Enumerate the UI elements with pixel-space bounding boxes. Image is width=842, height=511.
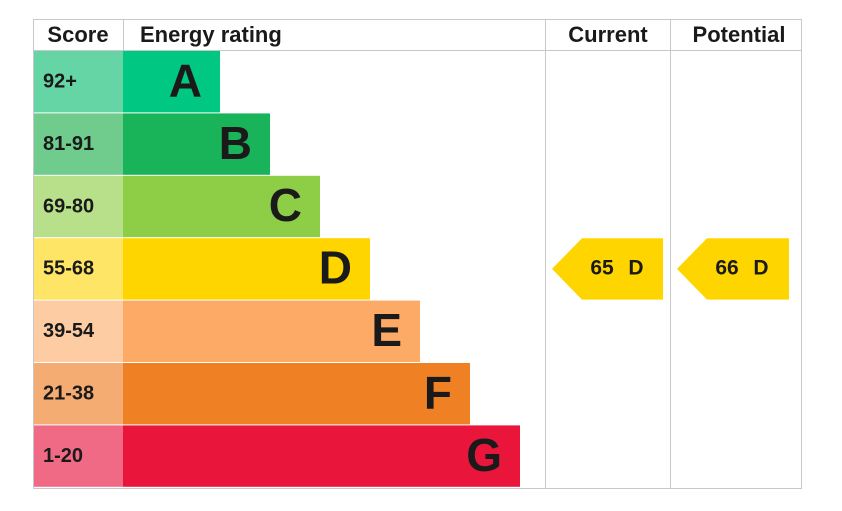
band-letter: A	[169, 54, 202, 106]
band-letter: G	[466, 429, 502, 481]
frame	[33, 19, 802, 489]
band-range: 81-91	[43, 133, 94, 155]
band-bar	[123, 238, 370, 300]
header-score: Score	[47, 22, 108, 47]
grid	[33, 19, 802, 489]
band-letter: E	[371, 304, 402, 356]
band-letter: C	[269, 179, 302, 231]
current-band: D	[628, 256, 643, 279]
score-cell	[33, 425, 123, 487]
header-current: Current	[568, 22, 648, 47]
score-cell	[33, 300, 123, 362]
current-score: 65	[590, 256, 614, 279]
header-potential: Potential	[693, 22, 786, 47]
band-range: 92+	[43, 70, 77, 92]
score-cell	[33, 113, 123, 175]
current-arrow	[552, 238, 663, 300]
band-letter: D	[319, 242, 352, 294]
band-letter: F	[424, 366, 452, 418]
band-range: 69-80	[43, 195, 94, 217]
band-range: 55-68	[43, 258, 94, 280]
band-bar	[123, 175, 320, 238]
potential-arrow	[677, 238, 789, 300]
potential-score: 66	[715, 256, 738, 279]
band-range: 39-54	[43, 320, 95, 342]
band-bar	[123, 113, 270, 175]
score-cell	[33, 51, 123, 113]
header-energy-rating: Energy rating	[140, 22, 282, 47]
score-cell	[33, 238, 123, 300]
score-cell	[33, 363, 123, 425]
band-range: 1-20	[43, 445, 83, 467]
score-cell	[33, 175, 123, 238]
band-bar	[123, 300, 420, 362]
potential-band: D	[753, 256, 768, 279]
band-letter: B	[219, 117, 252, 169]
band-range: 21-38	[43, 382, 94, 404]
band-bar	[123, 363, 470, 425]
band-bar	[123, 425, 520, 487]
band-bar	[123, 51, 220, 113]
